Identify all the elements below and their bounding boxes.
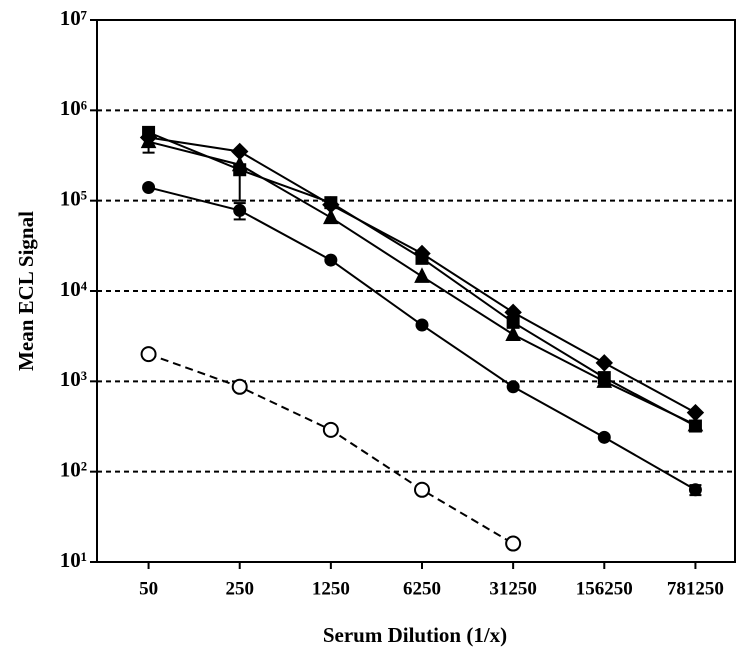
marker xyxy=(414,481,430,498)
marker xyxy=(142,180,156,194)
x-tick-label: 781250 xyxy=(667,578,724,599)
marker xyxy=(414,267,430,283)
y-tick-label: 10⁴ xyxy=(60,277,88,301)
marker xyxy=(323,208,339,225)
marker xyxy=(140,346,157,363)
marker xyxy=(505,535,522,552)
y-tick-label: 10³ xyxy=(60,367,87,391)
marker xyxy=(415,251,429,265)
series-line xyxy=(148,353,514,545)
marker xyxy=(140,132,157,149)
x-tick-label: 1250 xyxy=(312,578,350,599)
marker xyxy=(596,372,613,388)
x-tick-label: 6250 xyxy=(403,578,441,599)
marker xyxy=(688,483,702,497)
y-tick-label: 10⁷ xyxy=(60,6,87,30)
y-tick-label: 10⁵ xyxy=(60,186,87,210)
marker xyxy=(231,378,248,395)
y-axis-label: Mean ECL Signal xyxy=(14,211,38,371)
marker xyxy=(687,415,704,432)
marker xyxy=(322,421,339,438)
plot-frame xyxy=(96,19,736,563)
marker xyxy=(506,380,520,394)
y-tick-label: 10² xyxy=(60,457,87,481)
marker xyxy=(231,155,248,172)
series-line xyxy=(148,186,696,491)
y-tick-label: 10⁶ xyxy=(60,96,87,120)
marker xyxy=(233,203,247,217)
x-tick-label: 50 xyxy=(139,578,158,599)
marker xyxy=(505,325,521,341)
x-tick-label: 31250 xyxy=(489,578,537,599)
marker xyxy=(595,354,613,372)
marker xyxy=(597,430,611,444)
marker xyxy=(324,253,338,267)
marker xyxy=(415,318,429,332)
y-tick-label: 10¹ xyxy=(60,548,87,572)
x-tick-label: 250 xyxy=(225,578,254,599)
x-tick-label: 156250 xyxy=(576,578,633,599)
marker xyxy=(324,196,338,210)
x-axis-label: Serum Dilution (1/x) xyxy=(323,623,507,647)
